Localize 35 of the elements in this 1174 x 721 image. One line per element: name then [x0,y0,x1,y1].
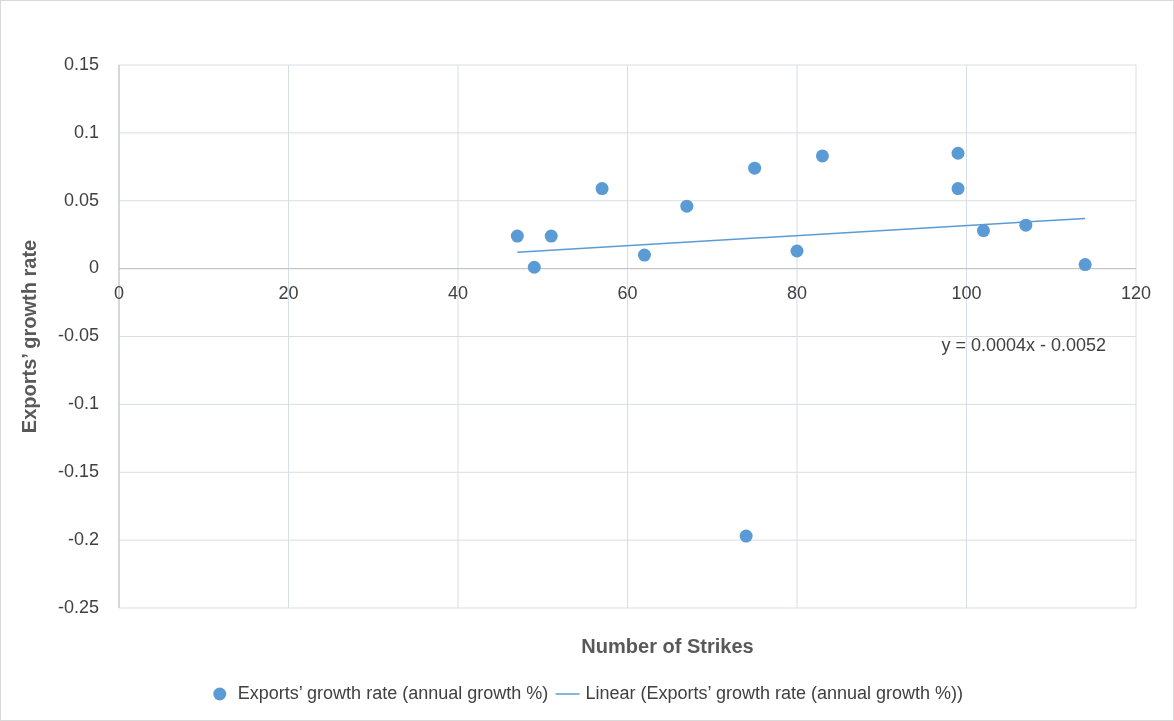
legend-label: Exports’ growth rate (annual growth %) [237,682,549,703]
point [976,224,990,238]
annotation: y = 0.0004x - 0.0052 [941,334,1106,355]
x-tick-label: 80 [786,282,808,303]
point [790,244,804,258]
point [951,182,965,196]
x-tick-label: 60 [617,282,638,303]
point [527,260,541,274]
x-tick-label: 20 [278,282,299,303]
y-tick-label: -0.15 [57,461,99,481]
y-tick-label: -0.05 [57,325,99,346]
x-tick-label: 100 [951,282,982,303]
point [595,182,609,196]
y-tick-label: 0.1 [73,121,99,142]
x-tick-label: 120 [1120,282,1152,303]
x-axis-title: Number of Strikes [581,635,754,657]
x-tick-label: 0 [113,282,125,303]
y-tick-label: -0.25 [57,596,99,617]
point [544,229,558,243]
y-tick-label: -0.1 [67,393,99,414]
point [748,161,762,175]
point [739,529,753,543]
x-tick-label: 40 [447,282,469,303]
point [637,248,651,262]
point [680,199,694,213]
y-tick-label: -0.2 [67,528,99,549]
y-tick-label: 0.05 [63,189,99,210]
legend-label: Linear (Exports’ growth rate (annual growth %)) [585,682,964,703]
y-tick-label: 0 [88,257,99,278]
point [1078,258,1092,272]
point [951,146,965,160]
y-tick-label: 0.15 [63,53,99,74]
y-axis-title: Exports’ growth rate [18,239,40,434]
point [815,149,829,163]
point [510,229,524,243]
